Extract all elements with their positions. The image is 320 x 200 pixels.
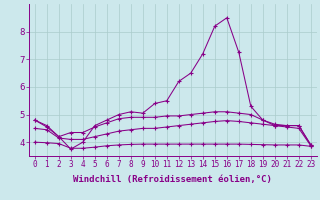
X-axis label: Windchill (Refroidissement éolien,°C): Windchill (Refroidissement éolien,°C) bbox=[73, 175, 272, 184]
